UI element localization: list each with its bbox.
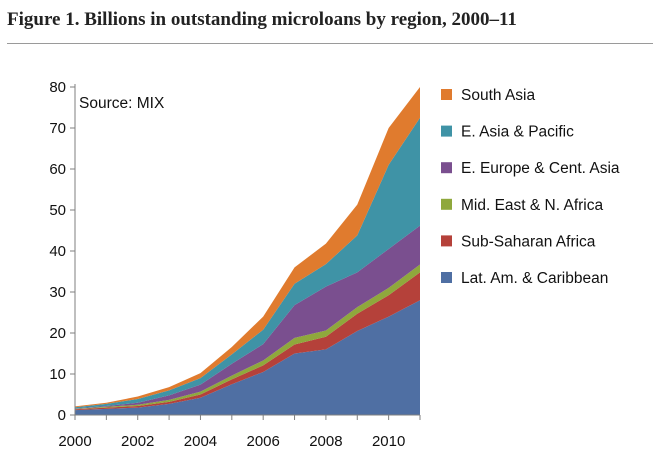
axes: 0 10 20 30 40 50 60 70 80 2000 2002 2004 2006 2008 201…: [49, 79, 421, 450]
x-tick-label: 2010: [372, 433, 405, 450]
x-tick-label: 2004: [184, 433, 217, 450]
y-tick-label: 20: [49, 325, 66, 342]
x-tick-label: 2008: [309, 433, 342, 450]
legend-swatch-mid-east-n-africa: [441, 198, 452, 210]
title-divider: [7, 43, 653, 44]
area-lat-am-caribbean: [75, 300, 420, 415]
legend-label-mid-east-n-africa: Mid. East & N. Africa: [461, 197, 604, 214]
source-note: Source: MIX: [79, 95, 165, 112]
legend: South Asia E. Asia & Pacific E. Europe & C…: [441, 87, 620, 287]
x-tick-label: 2002: [121, 433, 154, 450]
y-tick-label: 0: [58, 407, 66, 424]
y-tick-label: 40: [49, 243, 66, 260]
y-tick-label: 80: [49, 79, 66, 96]
y-tick-label: 50: [49, 202, 66, 219]
legend-swatch-e-europe-cent-asia: [441, 162, 452, 174]
y-tick-label: 60: [49, 161, 66, 178]
legend-label-e-europe-cent-asia: E. Europe & Cent. Asia: [461, 160, 620, 177]
area-e-asia-pacific: [75, 117, 420, 409]
legend-swatch-sub-saharan-africa: [441, 235, 452, 247]
y-tick-label: 70: [49, 120, 66, 137]
legend-swatch-lat-am-caribbean: [441, 272, 452, 283]
legend-label-south-asia: South Asia: [461, 87, 535, 104]
legend-swatch-south-asia: [441, 89, 452, 100]
area-layers: [75, 87, 420, 415]
y-tick-label: 30: [49, 284, 66, 301]
legend-label-lat-am-caribbean: Lat. Am. & Caribbean: [461, 270, 608, 287]
x-tick-label: 2000: [58, 433, 91, 450]
legend-swatch-e-asia-pacific: [441, 125, 452, 137]
y-tick-label: 10: [49, 366, 66, 383]
figure-title: Figure 1. Billions in outstanding microl…: [7, 9, 517, 30]
legend-label-sub-saharan-africa: Sub-Saharan Africa: [461, 233, 596, 250]
legend-label-e-asia-pacific: E. Asia & Pacific: [461, 124, 574, 141]
x-tick-label: 2006: [246, 433, 279, 450]
